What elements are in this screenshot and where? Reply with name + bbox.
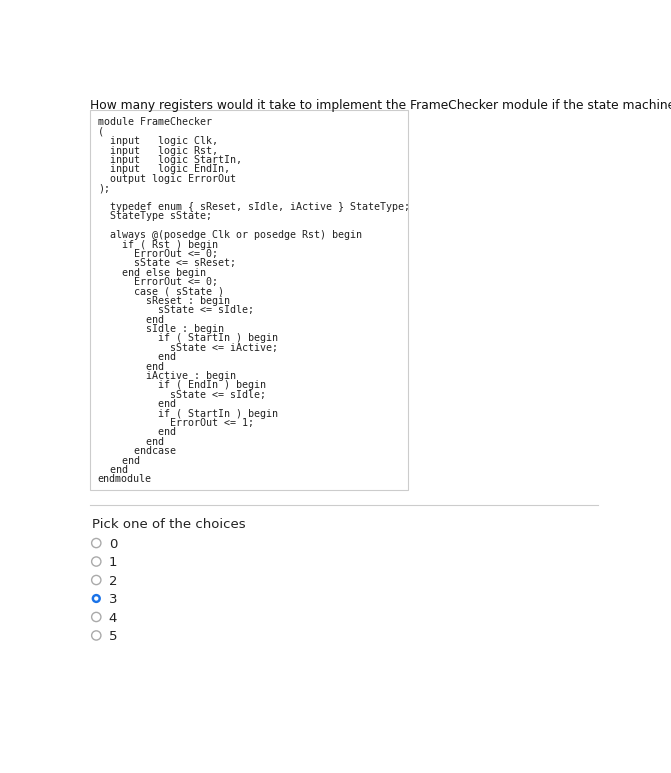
Text: 0: 0 [109, 538, 117, 550]
Circle shape [92, 594, 101, 603]
Circle shape [92, 612, 101, 621]
Text: How many registers would it take to implement the FrameChecker module if the sta: How many registers would it take to impl… [90, 99, 671, 112]
Text: if ( EndIn ) begin: if ( EndIn ) begin [98, 380, 266, 390]
Text: ErrorOut <= 0;: ErrorOut <= 0; [98, 249, 218, 259]
Text: sState <= iActive;: sState <= iActive; [98, 343, 278, 352]
Text: iActive : begin: iActive : begin [98, 371, 236, 381]
Text: end: end [98, 455, 140, 465]
Text: endcase: endcase [98, 446, 176, 456]
Text: end: end [98, 352, 176, 363]
Text: end: end [98, 437, 164, 447]
Text: sState <= sIdle;: sState <= sIdle; [98, 390, 266, 400]
Text: typedef enum { sReset, sIdle, iActive } StateType;: typedef enum { sReset, sIdle, iActive } … [98, 202, 410, 212]
Text: module FrameChecker: module FrameChecker [98, 117, 212, 128]
Text: end else begin: end else begin [98, 267, 206, 278]
Text: input   logic Rst,: input logic Rst, [98, 145, 218, 155]
Text: 5: 5 [109, 630, 117, 643]
Text: StateType sState;: StateType sState; [98, 211, 212, 221]
Text: end: end [98, 362, 164, 372]
Text: ErrorOut <= 0;: ErrorOut <= 0; [98, 277, 218, 287]
Text: input   logic EndIn,: input logic EndIn, [98, 165, 230, 175]
Text: 1: 1 [109, 556, 117, 569]
Text: );: ); [98, 183, 110, 193]
Text: 3: 3 [109, 593, 117, 606]
Text: case ( sState ): case ( sState ) [98, 287, 224, 297]
Text: endmodule: endmodule [98, 475, 152, 485]
Circle shape [94, 596, 99, 601]
Text: 4: 4 [109, 611, 117, 625]
Text: Pick one of the choices: Pick one of the choices [92, 518, 245, 530]
Text: if ( StartIn ) begin: if ( StartIn ) begin [98, 333, 278, 343]
Text: always @(posedge Clk or posedge Rst) begin: always @(posedge Clk or posedge Rst) beg… [98, 230, 362, 240]
Text: input   logic Clk,: input logic Clk, [98, 136, 218, 146]
Circle shape [92, 539, 101, 548]
Text: ErrorOut <= 1;: ErrorOut <= 1; [98, 418, 254, 428]
Text: output logic ErrorOut: output logic ErrorOut [98, 174, 236, 184]
Text: (: ( [98, 127, 104, 137]
Circle shape [92, 557, 101, 566]
Text: sState <= sIdle;: sState <= sIdle; [98, 305, 254, 315]
Text: if ( Rst ) begin: if ( Rst ) begin [98, 240, 218, 250]
Text: sReset : begin: sReset : begin [98, 296, 230, 306]
Text: end: end [98, 465, 127, 475]
Text: sState <= sReset;: sState <= sReset; [98, 258, 236, 268]
FancyBboxPatch shape [90, 110, 408, 490]
Text: if ( StartIn ) begin: if ( StartIn ) begin [98, 409, 278, 419]
Text: 2: 2 [109, 574, 117, 587]
Circle shape [92, 575, 101, 584]
Text: end: end [98, 427, 176, 438]
Circle shape [92, 631, 101, 640]
Text: end: end [98, 399, 176, 409]
Text: end: end [98, 315, 164, 325]
Text: input   logic StartIn,: input logic StartIn, [98, 155, 242, 165]
Text: sIdle : begin: sIdle : begin [98, 324, 224, 334]
